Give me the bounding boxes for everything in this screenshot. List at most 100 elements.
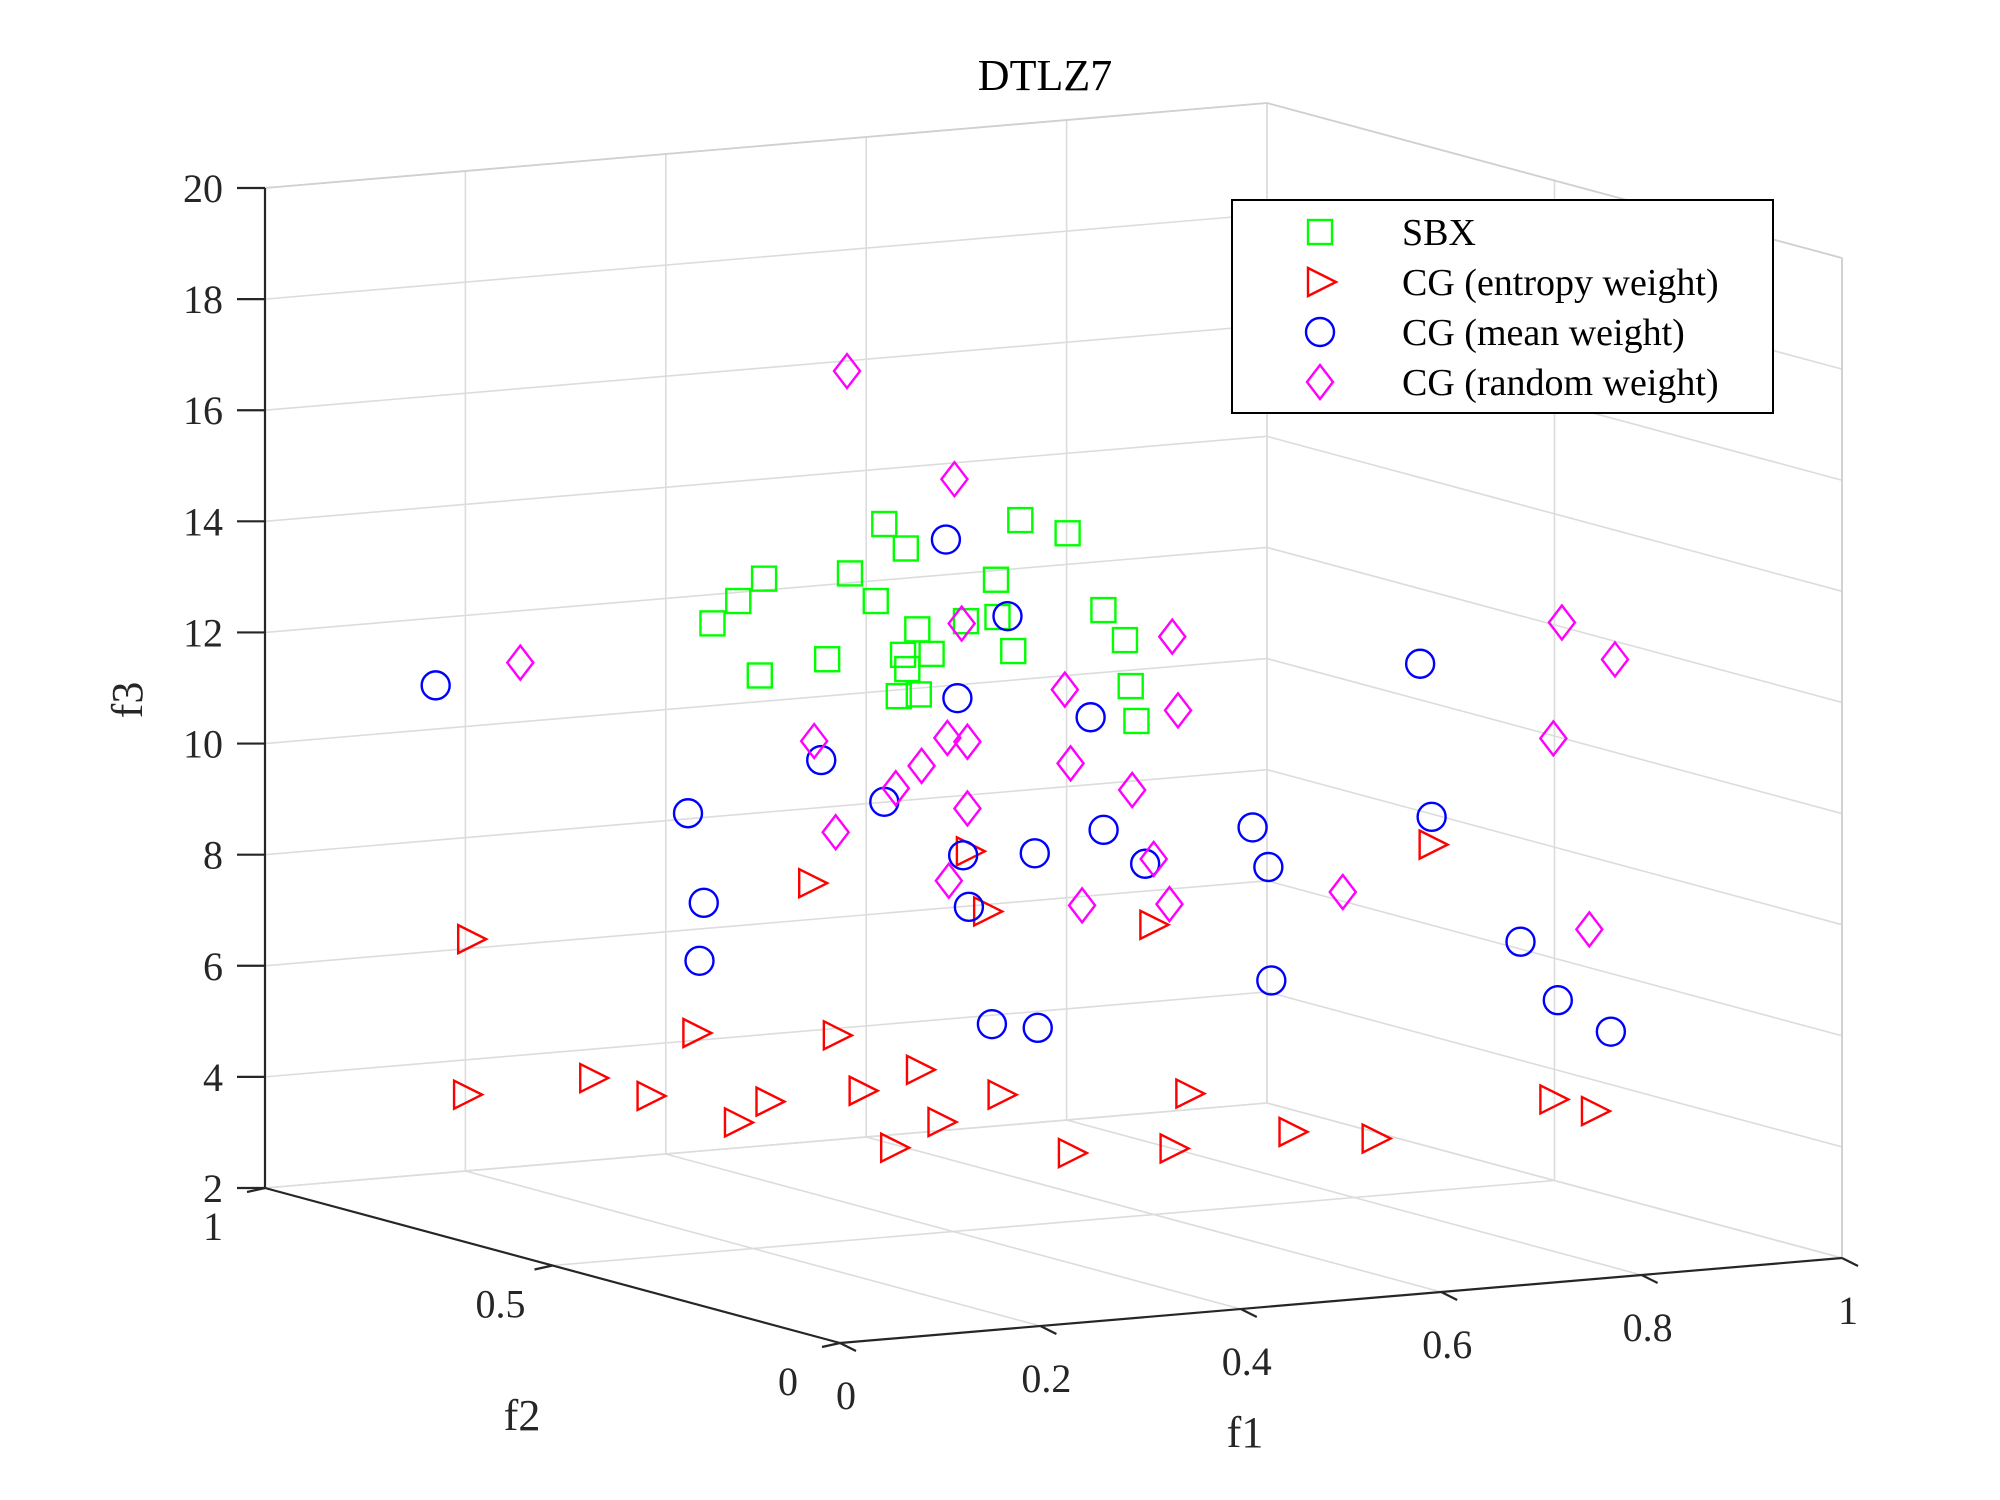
z-tick-label: 20 (183, 166, 223, 211)
series-sbx (699, 506, 1150, 735)
grid-line (264, 991, 1268, 1078)
data-point (1418, 828, 1451, 861)
x-tick-mark (1841, 1257, 1859, 1267)
data-point (879, 1131, 912, 1164)
data-point (992, 600, 1023, 632)
data-point (1157, 617, 1187, 656)
data-point (918, 640, 945, 668)
x-tick-label: 0.6 (1422, 1322, 1472, 1367)
series-cg-entropy-weight (452, 828, 1613, 1169)
data-point (1580, 1095, 1613, 1128)
data-point (1117, 672, 1144, 700)
data-point (930, 524, 962, 555)
data-point (636, 1080, 669, 1112)
legend-marker (1305, 363, 1335, 401)
z-axis-label: f3 (103, 682, 152, 719)
grid-line (264, 213, 1268, 300)
chart-title: DTLZ7 (978, 51, 1112, 100)
data-point (723, 1106, 756, 1139)
data-point (947, 840, 979, 871)
data-point (684, 945, 715, 976)
legend-marker (1306, 266, 1339, 298)
y-tick-mark (821, 1341, 841, 1349)
data-point (1022, 1012, 1053, 1044)
data-point (1090, 596, 1117, 624)
data-point (932, 718, 962, 757)
data-point (904, 616, 931, 643)
data-point (939, 460, 969, 499)
data-point (972, 895, 1005, 928)
data-point (1139, 839, 1169, 878)
grid-line (264, 657, 1268, 745)
x-axis-line (839, 1256, 1843, 1345)
data-point (1361, 1122, 1394, 1155)
data-points (420, 352, 1630, 1169)
data-point (746, 662, 773, 689)
z-tick-label: 16 (183, 388, 223, 433)
legend-box (1231, 199, 1774, 414)
data-point (885, 682, 912, 710)
data-point (952, 789, 982, 828)
data-point (871, 510, 898, 538)
data-point (987, 1078, 1020, 1111)
data-point (799, 722, 829, 761)
x-tick-mark (1440, 1291, 1458, 1301)
data-point (892, 535, 920, 562)
data-point (1129, 848, 1161, 879)
legend-label: CG (mean weight) (1402, 312, 1685, 354)
data-point (699, 610, 726, 637)
data-point (1139, 908, 1172, 941)
data-point (579, 1062, 611, 1094)
data-point (1154, 885, 1184, 924)
y-tick-label: 1 (203, 1204, 223, 1249)
y-tick-label: 0.5 (476, 1282, 526, 1327)
data-point (1595, 1016, 1627, 1047)
data-point (1538, 719, 1568, 758)
x-tick-mark (1039, 1325, 1057, 1335)
data-point (1117, 771, 1147, 810)
data-point (1574, 910, 1604, 949)
data-point (1050, 670, 1080, 709)
data-point (420, 670, 451, 701)
grid-line (1266, 768, 1843, 926)
z-tick-label: 12 (183, 610, 223, 655)
data-point (1163, 691, 1193, 730)
z-tick-label: 10 (183, 722, 223, 767)
data-point (1159, 1132, 1192, 1165)
x-tick-mark (1240, 1308, 1258, 1318)
y-tick-mark (534, 1264, 553, 1271)
data-point (750, 565, 778, 592)
data-point (725, 587, 752, 615)
y-axis-label: f2 (504, 1391, 541, 1440)
z-tick-label: 6 (203, 944, 223, 989)
series-cg-random-weight (505, 352, 1630, 949)
data-point (1075, 702, 1106, 733)
data-point (452, 1078, 485, 1111)
data-point (1175, 1077, 1208, 1110)
data-point (1328, 873, 1358, 911)
box-edge (264, 102, 1268, 189)
legend-label: SBX (1402, 212, 1476, 254)
x-tick-mark (839, 1342, 857, 1352)
grid-line (1266, 991, 1843, 1148)
grid-line (264, 435, 1268, 523)
data-point (1019, 838, 1050, 869)
data-point (1539, 1083, 1572, 1116)
data-point (1404, 648, 1436, 679)
data-point (1278, 1115, 1311, 1148)
x-tick-label: 0.2 (1021, 1356, 1071, 1401)
grid-line (264, 324, 1268, 412)
data-point (836, 560, 864, 587)
data-point (1111, 626, 1139, 654)
x-tick-label: 0 (836, 1373, 856, 1418)
data-point (1542, 985, 1574, 1016)
z-tick-label: 18 (183, 277, 223, 322)
x-tick-label: 0.4 (1222, 1339, 1272, 1384)
legend-label: CG (random weight) (1402, 362, 1719, 404)
data-point (905, 1053, 938, 1086)
data-point (456, 923, 489, 956)
data-point (806, 744, 837, 776)
x-tick-label: 0.8 (1623, 1305, 1673, 1350)
data-point (1505, 926, 1536, 957)
data-point (755, 1085, 788, 1118)
